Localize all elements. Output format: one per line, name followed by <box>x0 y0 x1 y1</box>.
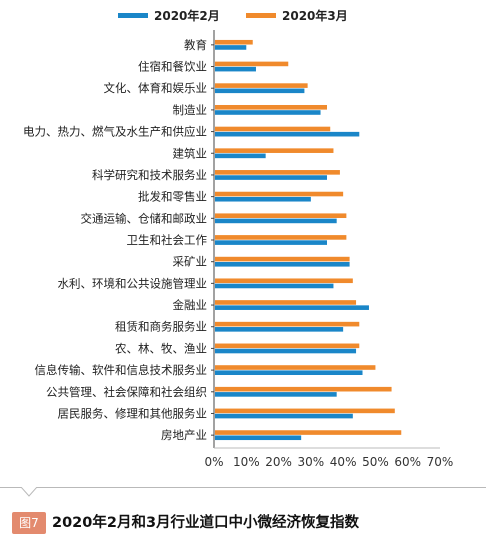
bar-feb <box>215 327 344 332</box>
category-label: 农、林、牧、渔业 <box>115 341 207 355</box>
category-label: 批发和零售业 <box>138 190 207 204</box>
bar-feb <box>215 88 305 94</box>
bar-mar <box>215 321 360 327</box>
bar-feb <box>215 175 327 180</box>
bar-mar <box>215 365 376 370</box>
x-tick-label: 60% <box>394 455 421 469</box>
bar-mar <box>215 278 353 284</box>
bar-feb <box>215 196 311 202</box>
bar-feb <box>215 392 337 397</box>
footer-notch-icon <box>21 487 37 497</box>
category-label: 水利、环境和公共设施管理业 <box>58 276 208 290</box>
x-tick-label: 10% <box>233 455 260 469</box>
bar-mar <box>215 386 392 392</box>
category-label: 电力、热力、燃气及水生产和供应业 <box>23 125 207 139</box>
category-label: 教育 <box>184 38 207 52</box>
bar-feb <box>215 66 256 72</box>
bar-feb <box>215 413 353 419</box>
category-label: 信息传输、软件和信息技术服务业 <box>35 363 208 377</box>
bar-mar <box>215 408 395 414</box>
bar-mar <box>215 104 327 110</box>
category-label: 文化、体育和娱乐业 <box>104 81 208 95</box>
bar-mar <box>215 61 289 67</box>
bar-mar <box>215 126 331 132</box>
bar-mar <box>215 191 344 197</box>
bar-feb <box>215 153 266 159</box>
bar-mar <box>215 430 402 435</box>
footer-divider <box>0 487 486 488</box>
bar-mar <box>215 83 308 88</box>
bar-feb <box>215 305 369 310</box>
bar-mar <box>215 256 350 262</box>
category-label: 居民服务、修理和其他服务业 <box>58 406 208 420</box>
bar-mar <box>215 300 357 305</box>
bar-mar <box>215 170 340 175</box>
x-tick-label: 70% <box>427 455 454 469</box>
legend-item-feb: 2020年2月 <box>118 7 220 24</box>
bar-mar <box>215 213 347 219</box>
legend-label-mar: 2020年3月 <box>282 9 348 23</box>
category-label: 采矿业 <box>173 255 208 269</box>
category-label: 科学研究和技术服务业 <box>92 168 207 182</box>
x-tick-label: 30% <box>298 455 325 469</box>
bar-feb <box>215 218 337 224</box>
bar-feb <box>215 110 321 115</box>
category-label: 建筑业 <box>173 146 208 160</box>
legend-label-feb: 2020年2月 <box>154 9 220 23</box>
category-label: 制造业 <box>173 103 208 117</box>
bar-feb <box>215 435 302 441</box>
x-tick-label: 40% <box>330 455 357 469</box>
bar-chart: 教育住宿和餐饮业文化、体育和娱乐业制造业电力、热力、燃气及水生产和供应业建筑业科… <box>23 30 454 469</box>
category-label: 交通运输、仓储和邮政业 <box>81 211 208 225</box>
bar-mar <box>215 148 334 153</box>
figure-label: 图7 <box>12 512 46 534</box>
bar-feb <box>215 261 350 267</box>
bar-feb <box>215 370 363 376</box>
legend-item-mar: 2020年3月 <box>246 7 348 24</box>
bar-feb <box>215 131 360 137</box>
bar-mar <box>215 343 360 349</box>
bar-mar <box>215 235 347 240</box>
category-label: 卫生和社会工作 <box>127 233 208 247</box>
x-tick-label: 20% <box>265 455 292 469</box>
category-label: 租赁和商务服务业 <box>115 320 207 334</box>
category-label: 公共管理、社会保障和社会组织 <box>46 385 207 399</box>
figure-title: 2020年2月和3月行业道口中小微经济恢复指数 <box>52 515 360 531</box>
bar-feb <box>215 240 327 245</box>
x-tick-label: 0% <box>204 455 223 469</box>
chart-legend: 2020年2月 2020年3月 <box>0 7 486 23</box>
category-label: 房地产业 <box>161 428 207 442</box>
bar-mar <box>215 39 253 45</box>
bar-feb <box>215 348 357 354</box>
legend-swatch-feb <box>118 13 148 18</box>
bar-feb <box>215 45 247 50</box>
legend-swatch-mar <box>246 13 276 18</box>
category-label: 金融业 <box>173 298 208 312</box>
bar-feb <box>215 283 334 289</box>
category-label: 住宿和餐饮业 <box>138 60 207 74</box>
x-tick-label: 50% <box>362 455 389 469</box>
